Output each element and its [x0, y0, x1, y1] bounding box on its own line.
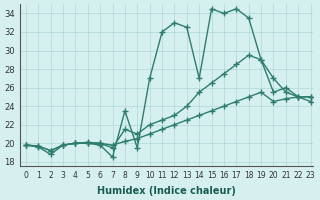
X-axis label: Humidex (Indice chaleur): Humidex (Indice chaleur): [97, 186, 236, 196]
